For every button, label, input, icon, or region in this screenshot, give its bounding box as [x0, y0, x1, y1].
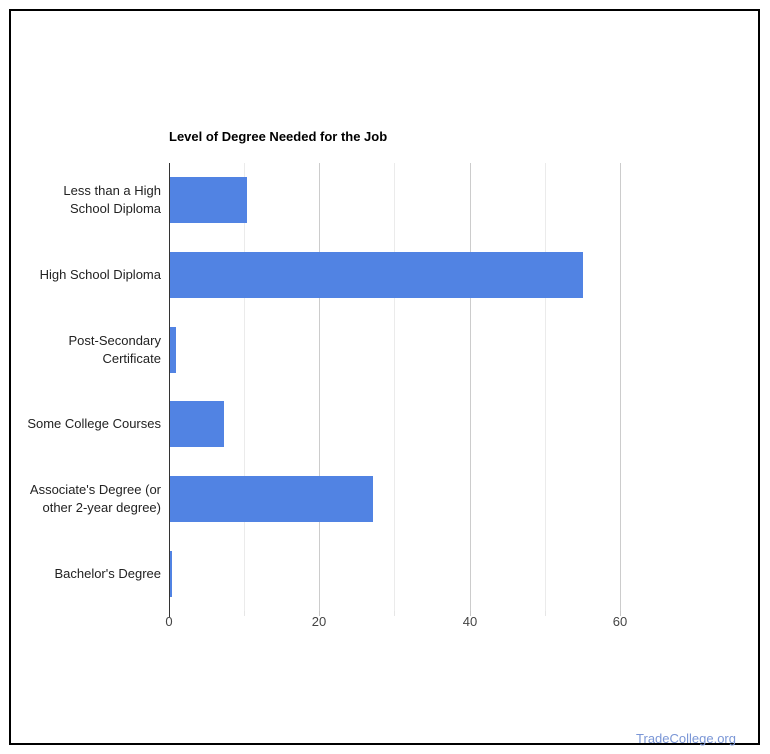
- major-gridline: [319, 163, 320, 611]
- x-tick-label: 0: [165, 614, 173, 629]
- minor-gridline: [394, 163, 395, 611]
- y-category-label: Associate's Degree (or other 2-year degr…: [29, 481, 161, 515]
- y-axis-labels: Less than a High School Diploma High Scho…: [21, 163, 161, 611]
- minor-tick: [545, 611, 546, 616]
- minor-tick: [394, 611, 395, 616]
- y-axis-baseline: [169, 163, 170, 617]
- major-gridline: [620, 163, 621, 611]
- plot-area: [169, 163, 701, 617]
- bar-4[interactable]: [170, 401, 224, 447]
- x-axis-tick-labels: 0 20 40 60: [11, 614, 770, 634]
- bar-1[interactable]: [170, 177, 247, 223]
- y-category-label: High School Diploma: [39, 266, 161, 282]
- x-tick-label: 40: [462, 614, 478, 629]
- minor-tick: [244, 611, 245, 616]
- bar-3[interactable]: [170, 327, 176, 373]
- minor-gridline: [545, 163, 546, 611]
- bar-5[interactable]: [170, 476, 373, 522]
- chart-title: Level of Degree Needed for the Job: [169, 129, 388, 144]
- bar-2[interactable]: [170, 252, 583, 298]
- y-category-label: Bachelor's Degree: [54, 565, 161, 581]
- source-link[interactable]: TradeCollege.org: [636, 731, 736, 746]
- chart-frame: Level of Degree Needed for the Job Less …: [9, 9, 760, 746]
- x-tick-label: 20: [311, 614, 327, 629]
- major-tick: [470, 611, 471, 616]
- y-category-label: Some College Courses: [27, 416, 161, 432]
- major-tick: [319, 611, 320, 616]
- x-tick-label: 60: [612, 614, 628, 629]
- minor-gridline: [244, 163, 245, 611]
- bar-6[interactable]: [170, 551, 172, 597]
- major-gridline: [470, 163, 471, 611]
- y-category-label: Post-Secondary Certificate: [68, 332, 162, 366]
- y-category-label: Less than a High School Diploma: [63, 183, 161, 217]
- major-tick: [620, 611, 621, 616]
